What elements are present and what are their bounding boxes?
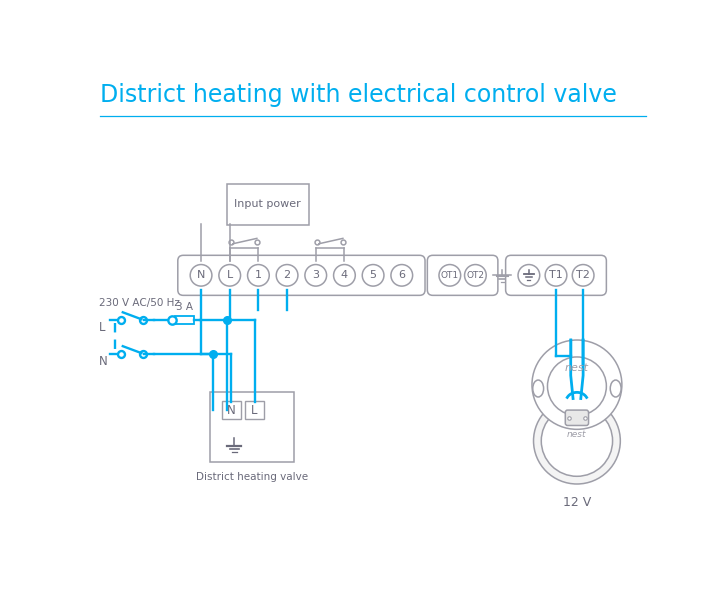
FancyBboxPatch shape <box>566 410 588 425</box>
Text: L: L <box>251 403 258 416</box>
FancyBboxPatch shape <box>178 255 425 295</box>
Text: District heating valve: District heating valve <box>196 472 308 482</box>
Circle shape <box>547 357 606 415</box>
Text: L: L <box>99 321 106 334</box>
Circle shape <box>532 340 622 429</box>
Text: 5: 5 <box>370 270 376 280</box>
Text: 4: 4 <box>341 270 348 280</box>
Text: 1: 1 <box>255 270 262 280</box>
Circle shape <box>363 264 384 286</box>
Text: nest: nest <box>565 363 589 372</box>
Text: 230 V AC/50 Hz: 230 V AC/50 Hz <box>99 298 180 308</box>
Circle shape <box>464 264 486 286</box>
Circle shape <box>190 264 212 286</box>
Text: N: N <box>197 270 205 280</box>
Text: 3: 3 <box>312 270 320 280</box>
Text: 12 V: 12 V <box>563 497 591 509</box>
Circle shape <box>518 264 539 286</box>
Circle shape <box>439 264 461 286</box>
Circle shape <box>542 406 612 476</box>
Text: 6: 6 <box>398 270 405 280</box>
Circle shape <box>572 264 594 286</box>
Text: L: L <box>226 270 233 280</box>
Circle shape <box>333 264 355 286</box>
FancyBboxPatch shape <box>226 184 309 225</box>
FancyBboxPatch shape <box>245 401 264 419</box>
Text: Input power: Input power <box>234 200 301 210</box>
Text: OT2: OT2 <box>467 271 484 280</box>
Circle shape <box>219 264 240 286</box>
Circle shape <box>305 264 327 286</box>
Text: N: N <box>227 403 236 416</box>
FancyBboxPatch shape <box>175 316 194 324</box>
FancyBboxPatch shape <box>222 401 240 419</box>
Text: T1: T1 <box>549 270 563 280</box>
FancyBboxPatch shape <box>506 255 606 295</box>
Text: OT1: OT1 <box>440 271 459 280</box>
Text: 2: 2 <box>283 270 290 280</box>
Ellipse shape <box>610 380 621 397</box>
Text: nest: nest <box>567 430 587 439</box>
Ellipse shape <box>533 380 544 397</box>
FancyBboxPatch shape <box>427 255 498 295</box>
Text: T2: T2 <box>576 270 590 280</box>
Circle shape <box>545 264 567 286</box>
Text: District heating with electrical control valve: District heating with electrical control… <box>100 83 617 107</box>
Circle shape <box>391 264 413 286</box>
Text: N: N <box>99 355 108 368</box>
Circle shape <box>534 398 620 484</box>
Text: 3 A: 3 A <box>176 302 193 312</box>
FancyBboxPatch shape <box>210 391 294 463</box>
Circle shape <box>276 264 298 286</box>
Circle shape <box>248 264 269 286</box>
